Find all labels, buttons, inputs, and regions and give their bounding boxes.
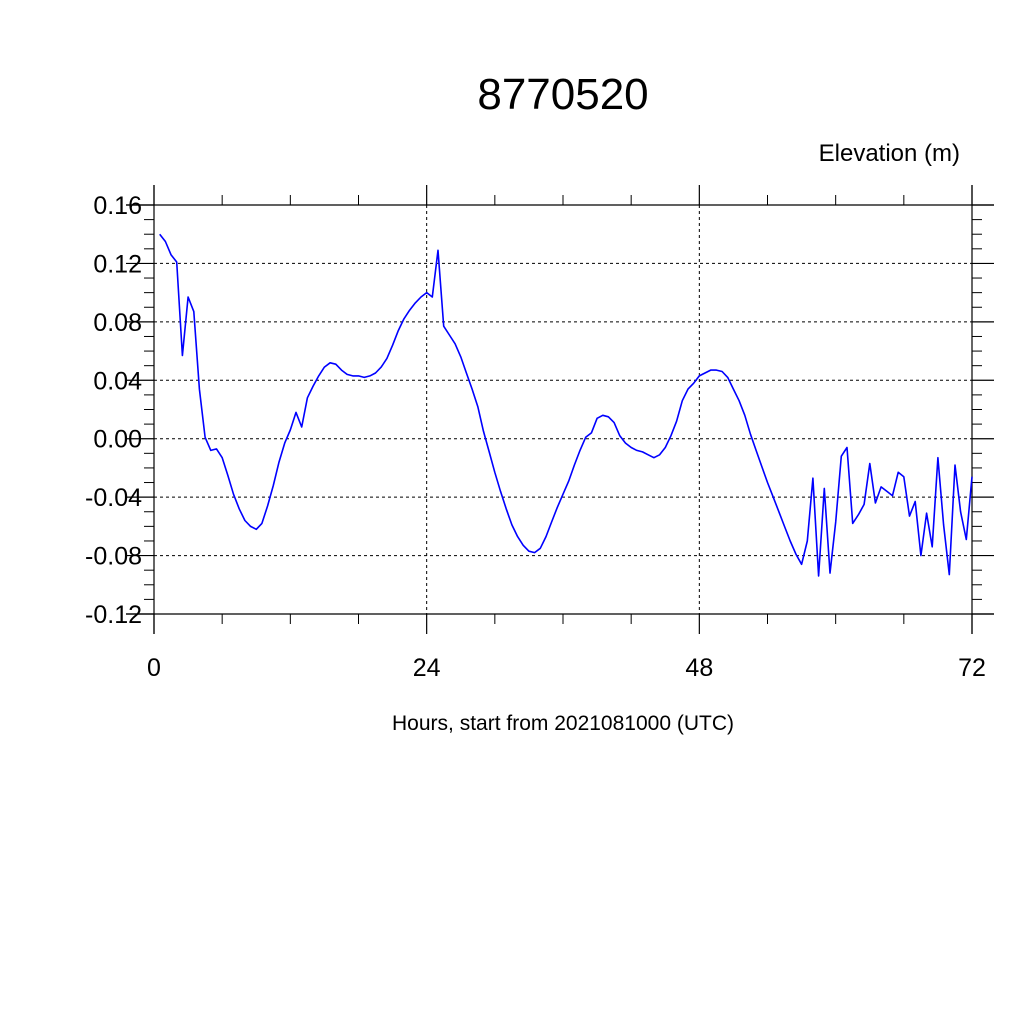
- y-tick-label: 0.04: [93, 367, 142, 395]
- y-tick-label: -0.04: [85, 484, 142, 512]
- grid-lines: [154, 205, 972, 614]
- y-tick-label: 0.12: [93, 250, 142, 278]
- x-tick-label: 72: [958, 654, 986, 682]
- y-tick-label: 0.16: [93, 192, 142, 220]
- y-tick-label: -0.08: [85, 543, 142, 571]
- y-tick-label: 0.00: [93, 426, 142, 454]
- chart-title: 8770520: [477, 70, 648, 119]
- series-layer: [159, 233, 973, 577]
- y-tick-label: 0.08: [93, 309, 142, 337]
- y-tick-label: -0.12: [85, 601, 142, 629]
- x-axis-label: Hours, start from 2021081000 (UTC): [392, 712, 734, 735]
- x-tick-label: 0: [147, 654, 161, 682]
- x-tick-label: 24: [413, 654, 441, 682]
- x-tick-label: 48: [685, 654, 713, 682]
- series-line: [159, 233, 973, 577]
- chart-subtitle: Elevation (m): [819, 140, 960, 167]
- y-tick-labels: 0.16 0.12 0.08 0.04 0.00 -0.04 -0.08 -0.12: [85, 192, 142, 629]
- plot-frame: [126, 185, 994, 634]
- x-tick-labels: 0 24 48 72: [147, 654, 986, 682]
